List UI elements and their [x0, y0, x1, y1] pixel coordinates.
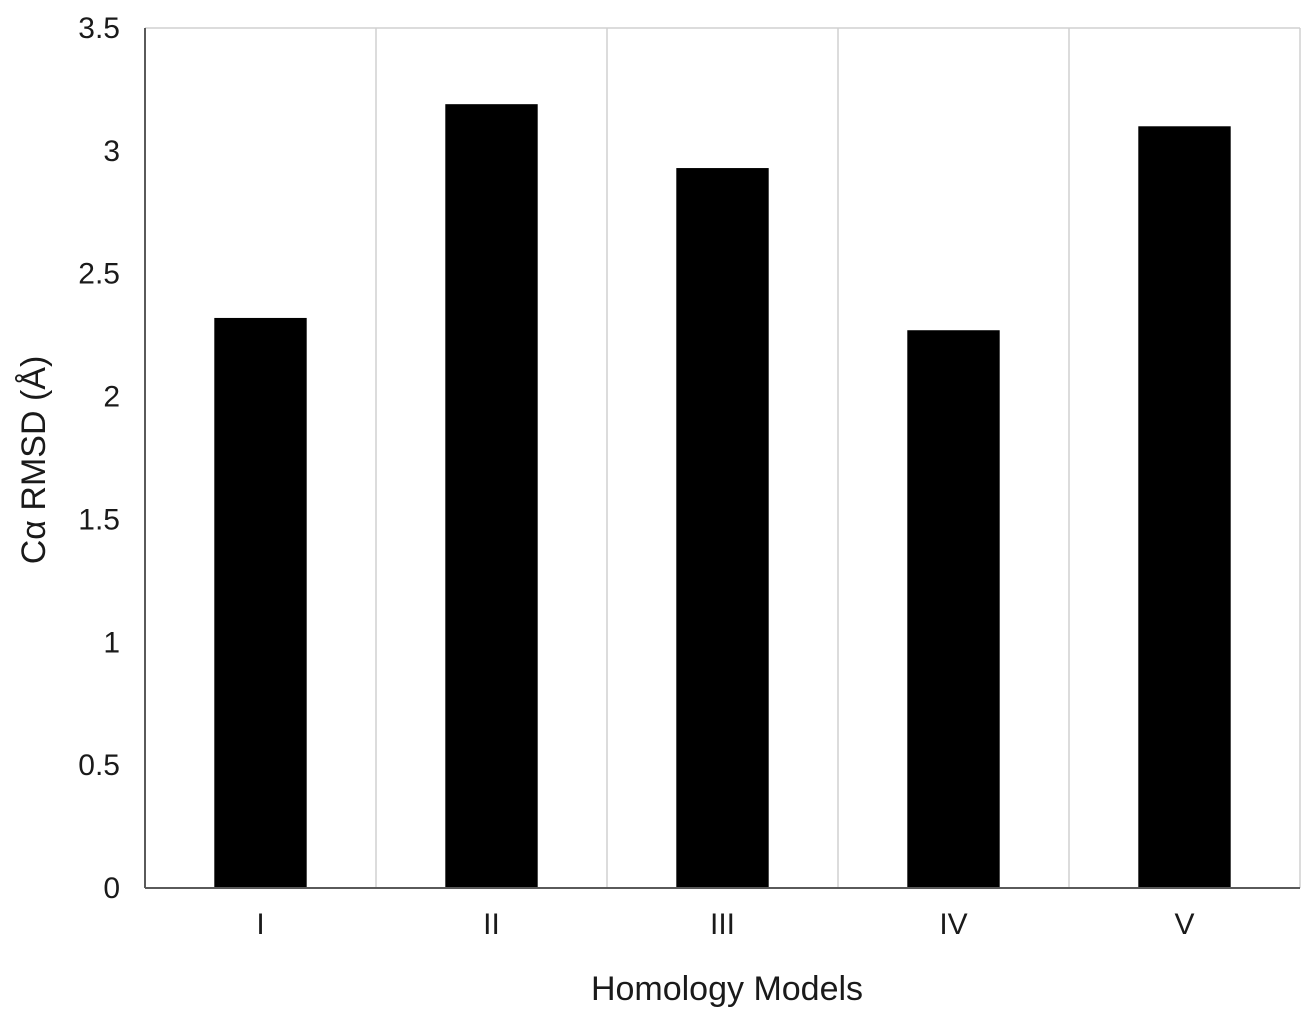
axes — [144, 28, 1300, 889]
grid-lines — [145, 27, 1301, 888]
y-axis-title: Cα RMSD (Å) — [15, 356, 53, 565]
bars — [214, 104, 1231, 889]
y-tick-labels: 0 0.5 1 1.5 2 2.5 3 3.5 — [78, 12, 120, 905]
y-tick-label: 1.5 — [78, 503, 120, 536]
y-tick-label: 0 — [103, 872, 120, 905]
x-axis-title: Homology Models — [591, 970, 863, 1008]
x-tick-label: II — [483, 908, 500, 941]
bar-II — [445, 104, 538, 888]
x-tick-label: III — [710, 908, 735, 941]
bar-V — [1138, 126, 1231, 889]
x-tick-labels: I II III IV V — [256, 908, 1194, 941]
y-tick-label: 3.5 — [78, 12, 120, 45]
y-tick-label: 3 — [103, 135, 120, 168]
bar-I — [214, 317, 307, 888]
y-tick-label: 2 — [103, 381, 120, 414]
bar-IV — [907, 330, 1000, 888]
y-tick-label: 2.5 — [78, 258, 120, 291]
y-tick-label: 0.5 — [78, 749, 120, 782]
x-tick-label: I — [256, 908, 264, 941]
bar-III — [676, 168, 769, 889]
y-tick-label: 1 — [103, 626, 120, 659]
x-tick-label: IV — [939, 908, 967, 941]
x-tick-label: V — [1174, 908, 1194, 941]
